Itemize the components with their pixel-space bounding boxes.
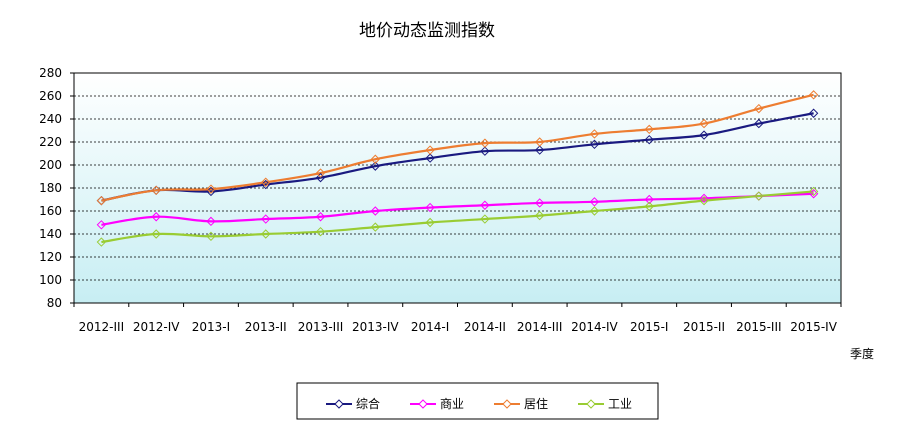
- x-tick-label: 2012-III: [79, 320, 125, 334]
- data-point: [261, 177, 271, 187]
- plot-area: [73, 72, 842, 304]
- y-tick-label: 260: [39, 89, 62, 103]
- y-tick-label: 240: [39, 112, 62, 126]
- data-point: [480, 200, 490, 210]
- legend-label: 综合: [356, 396, 380, 411]
- x-tick-label: 2014-II: [464, 320, 506, 334]
- x-tick-label: 2014-IV: [571, 320, 618, 334]
- data-point: [370, 222, 381, 232]
- data-point: [315, 172, 326, 183]
- data-point: [206, 216, 216, 227]
- data-point: [315, 226, 326, 237]
- data-point: [699, 130, 709, 140]
- data-point: [480, 138, 490, 148]
- data-point: [96, 195, 107, 206]
- data-point: [534, 210, 545, 221]
- data-point: [589, 129, 600, 139]
- y-tick-label: 140: [39, 227, 62, 241]
- x-axis-label: 季度: [850, 346, 874, 361]
- data-point: [151, 229, 161, 239]
- legend-box: [296, 382, 659, 420]
- data-point: [261, 229, 271, 239]
- legend-marker: [418, 399, 428, 409]
- data-point: [754, 103, 764, 114]
- data-point: [534, 137, 545, 147]
- data-point: [808, 108, 819, 118]
- legend-label: 居住: [524, 397, 548, 411]
- data-point: [96, 237, 107, 247]
- y-tick-label: 100: [39, 273, 62, 287]
- data-point: [206, 231, 216, 242]
- x-tick-label: 2014-I: [411, 320, 449, 334]
- x-tick-label: 2013-IV: [352, 320, 399, 334]
- data-point: [644, 194, 654, 205]
- data-point: [425, 145, 435, 155]
- data-point: [589, 197, 600, 207]
- y-tick-label: 220: [39, 135, 62, 149]
- y-tick-label: 200: [39, 158, 62, 172]
- data-point: [589, 206, 600, 216]
- x-tick-label: 2014-III: [517, 320, 563, 334]
- legend-label: 商业: [440, 396, 464, 411]
- x-tick-label: 2012-IV: [133, 320, 180, 334]
- data-point: [754, 191, 764, 201]
- series-line: [101, 112, 814, 202]
- legend-marker: [502, 399, 512, 409]
- data-point: [699, 193, 709, 204]
- x-tick-label: 2015-II: [683, 320, 725, 334]
- x-tick-label: 2015-III: [736, 320, 782, 334]
- y-tick-label: 120: [39, 250, 62, 264]
- series-line: [101, 93, 814, 202]
- data-point: [589, 139, 600, 150]
- data-point: [534, 198, 545, 208]
- x-tick-label: 2015-I: [630, 320, 668, 334]
- x-tick-label: 2013-II: [245, 320, 287, 334]
- data-point: [644, 124, 654, 135]
- data-point: [425, 202, 435, 213]
- x-tick-label: 2013-I: [192, 320, 230, 334]
- y-tick-label: 180: [39, 181, 62, 195]
- data-point: [370, 206, 381, 216]
- y-tick-label: 160: [39, 204, 62, 218]
- data-point: [370, 154, 381, 164]
- y-tick-label: 280: [39, 66, 62, 80]
- x-tick-label: 2013-III: [298, 320, 344, 334]
- chart-title: 地价动态监测指数: [359, 21, 495, 41]
- legend-marker: [586, 399, 596, 409]
- x-tick-label: 2015-IV: [790, 320, 837, 334]
- legend-marker: [334, 399, 344, 409]
- data-point: [370, 161, 381, 171]
- data-point: [261, 214, 271, 224]
- data-point: [644, 134, 654, 145]
- data-point: [151, 185, 161, 196]
- series-line: [101, 190, 814, 244]
- data-point: [754, 118, 764, 129]
- data-point: [534, 145, 545, 155]
- data-point: [808, 186, 819, 197]
- data-point: [315, 212, 326, 222]
- data-point: [699, 195, 709, 206]
- data-point: [480, 146, 490, 156]
- data-point: [315, 168, 326, 178]
- legend-label: 工业: [608, 397, 632, 411]
- data-point: [206, 184, 216, 194]
- series-line: [101, 192, 814, 226]
- data-point: [808, 90, 819, 100]
- data-point: [425, 217, 435, 228]
- data-point: [425, 153, 435, 163]
- data-point: [151, 212, 161, 222]
- data-point: [644, 201, 654, 212]
- data-point: [480, 214, 490, 224]
- data-point: [96, 220, 107, 230]
- y-tick-label: 80: [47, 296, 62, 310]
- data-point: [699, 118, 709, 129]
